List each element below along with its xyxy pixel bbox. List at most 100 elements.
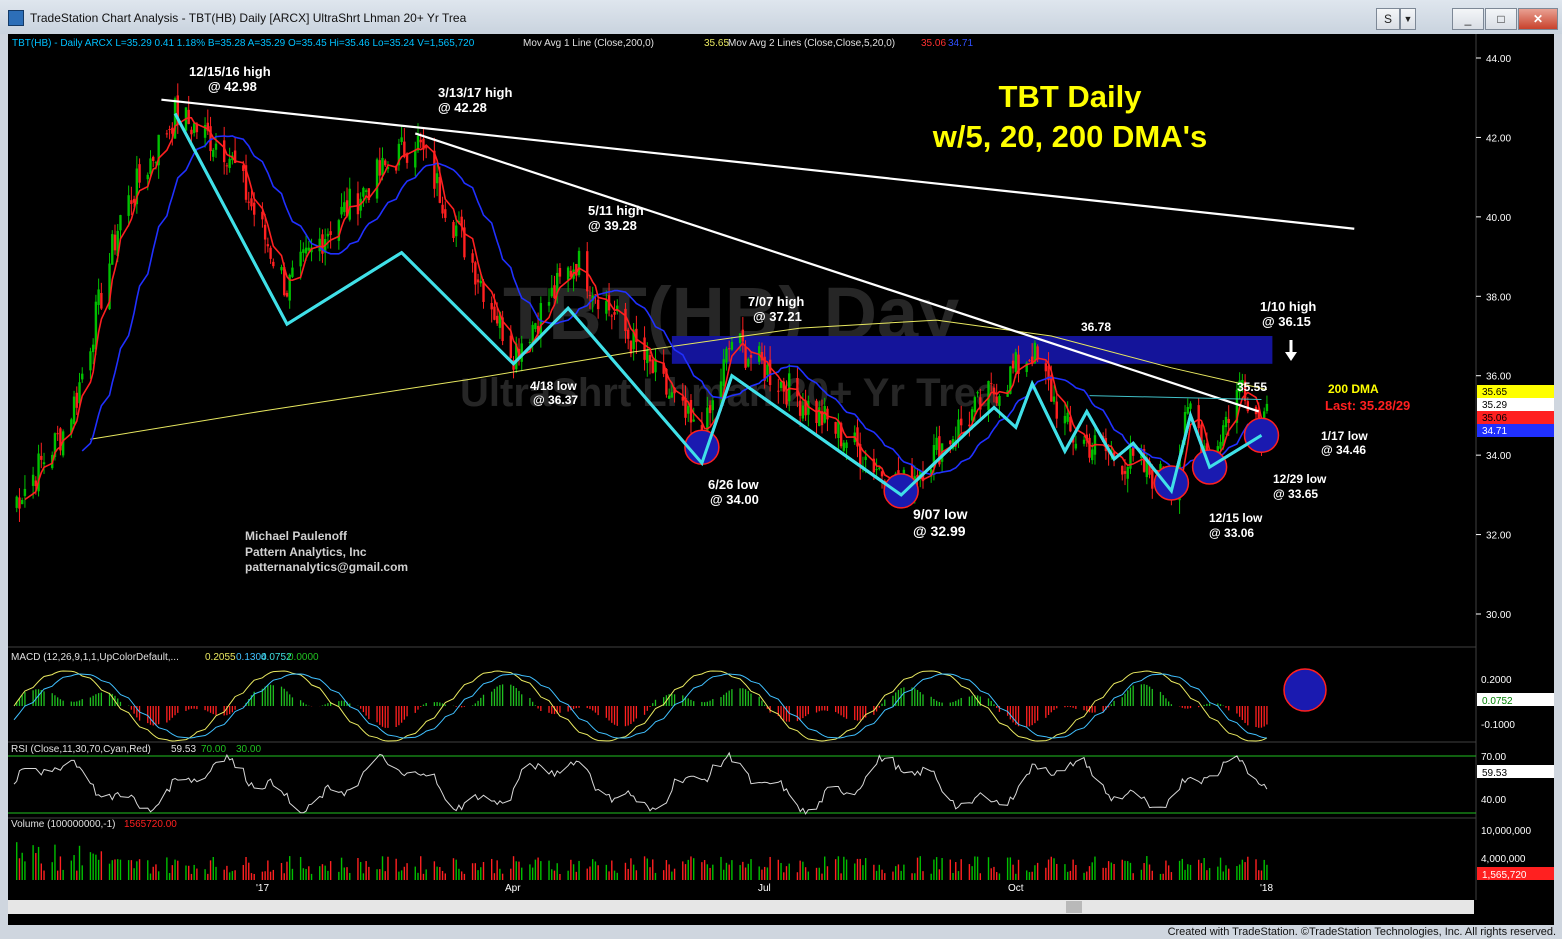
price-bar-body	[261, 211, 264, 220]
price-bar-body	[149, 158, 152, 174]
price-bar-body	[992, 387, 996, 395]
price-bar-body	[1030, 356, 1034, 365]
price-bar-body	[957, 419, 960, 439]
price-bar-body	[244, 165, 248, 200]
price-bar-body	[689, 400, 693, 423]
trendline	[414, 132, 1260, 413]
price-bar-body	[839, 423, 843, 447]
price-bar-body	[78, 382, 81, 404]
price-bar-body	[111, 234, 114, 265]
price-chart[interactable]: TBT(HB) Day UltraShrt Lhman 20+ Yr Trea …	[8, 34, 1554, 925]
price-bar-body	[842, 442, 846, 451]
price-bar-body	[250, 198, 253, 207]
price-bar-body	[935, 437, 938, 450]
price-bar-body	[435, 173, 439, 184]
price-bar-body	[730, 341, 734, 350]
price-bar-body	[1055, 401, 1058, 419]
price-bar-body	[18, 497, 21, 509]
rsi-line	[13, 751, 1268, 815]
price-bar-body	[94, 301, 98, 350]
header-ma2-value2: 34.71	[948, 38, 973, 49]
price-bar-body	[995, 396, 998, 404]
price-bar-body	[1140, 453, 1143, 459]
annot-200dma: 200 DMA	[1328, 382, 1379, 396]
price-bar-body	[176, 95, 179, 125]
annot-1229-title: 12/29 low	[1273, 472, 1327, 486]
price-bar-body	[1265, 403, 1269, 411]
price-bar-body	[708, 405, 712, 414]
price-bar-body	[1091, 449, 1094, 461]
price-bar-body	[1189, 403, 1192, 409]
price-bar-body	[343, 202, 346, 213]
annot-1229-value: @ 33.65	[1273, 487, 1318, 501]
price-bar-body	[91, 344, 95, 353]
price-bar-body	[1126, 466, 1129, 479]
price-bar-body	[192, 123, 196, 133]
price-bar-body	[272, 261, 275, 267]
horizontal-scrollbar[interactable]	[8, 900, 1474, 914]
maximize-button[interactable]: □	[1485, 8, 1517, 30]
price-bar-body	[949, 440, 952, 445]
rsi-label: RSI (Close,11,30,70,Cyan,Red)	[11, 744, 151, 755]
price-bar-body	[979, 397, 982, 410]
resistance-zone	[671, 336, 1273, 364]
price-bar-body	[1219, 441, 1222, 449]
price-bar-body	[722, 359, 725, 387]
price-bar-body	[31, 474, 35, 486]
price-bar-body	[362, 187, 365, 197]
price-bar-body	[719, 381, 723, 398]
price-bar-body	[152, 156, 155, 161]
volume-value: 1565720.00	[124, 819, 177, 830]
down-arrow-icon	[1285, 340, 1297, 361]
price-bar-body	[823, 405, 826, 423]
x-tick-oct: Oct	[1008, 883, 1024, 894]
price-bar-body	[605, 300, 608, 314]
price-bar-body	[405, 153, 409, 163]
price-bar-body	[471, 253, 474, 263]
dropdown-icon[interactable]: ▼	[1400, 8, 1416, 30]
price-bar-body	[1200, 424, 1203, 453]
price-axis-label: 32.00	[1486, 531, 1511, 542]
price-bar-body	[1069, 416, 1072, 432]
price-bar-body	[1246, 401, 1250, 412]
price-bar-body	[299, 251, 302, 267]
scroll-thumb[interactable]	[1066, 901, 1082, 913]
price-bar-body	[493, 306, 496, 320]
highlighted-lows	[173, 112, 1280, 509]
close-button[interactable]: ✕	[1518, 8, 1558, 30]
price-axis-label: 42.00	[1486, 133, 1511, 144]
price-bar-body	[929, 469, 933, 477]
price-bar-body	[1243, 381, 1247, 402]
symbol-link-button[interactable]: S	[1376, 8, 1400, 30]
price-tag-label: 35.65	[1482, 387, 1507, 398]
price-bar-body	[1186, 407, 1189, 414]
price-bar-body	[566, 267, 570, 280]
minimize-button[interactable]: _	[1452, 8, 1484, 30]
price-tag-label: 34.71	[1482, 426, 1507, 437]
price-bar-body	[304, 247, 308, 254]
price-axis-label: 30.00	[1486, 610, 1511, 621]
annot-3678: 36.78	[1081, 320, 1111, 334]
price-bar-body	[171, 127, 174, 134]
price-bar-body	[119, 215, 122, 231]
header-ma1: Mov Avg 1 Line (Close,200,0)	[523, 38, 654, 49]
price-bar-body	[796, 377, 799, 397]
price-bar-body	[872, 458, 876, 473]
price-bar-body	[501, 317, 504, 342]
signature-name: Michael Paulenoff	[245, 529, 348, 543]
price-bar-body	[1235, 389, 1239, 423]
price-bar-body	[375, 159, 379, 199]
price-bar-body	[326, 233, 330, 237]
macd-label: MACD (12,26,9,1,1,UpColorDefault,...	[11, 652, 179, 663]
price-bar-body	[1025, 362, 1028, 373]
price-bar-body	[37, 453, 40, 492]
price-bar-body	[269, 247, 272, 259]
price-bar-body	[594, 294, 597, 296]
price-bar-body	[577, 250, 581, 276]
chart-area[interactable]: TBT(HB) Day UltraShrt Lhman 20+ Yr Trea …	[8, 34, 1554, 925]
price-bar-body	[626, 329, 630, 339]
price-bar-body	[130, 200, 133, 205]
price-bar-body	[116, 230, 119, 256]
macd-tick-bottom: -0.1000	[1481, 720, 1515, 731]
